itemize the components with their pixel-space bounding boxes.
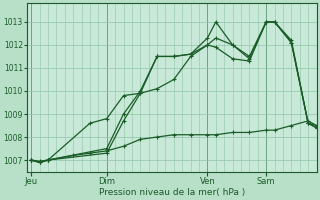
X-axis label: Pression niveau de la mer( hPa ): Pression niveau de la mer( hPa ) <box>99 188 245 197</box>
